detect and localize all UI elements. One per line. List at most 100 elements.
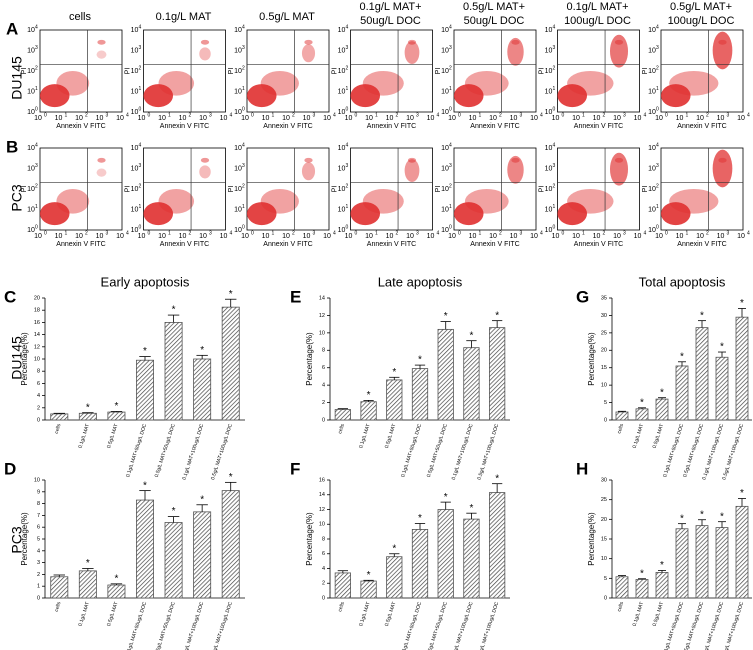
column-title: 100ug/L DOC [668, 15, 735, 27]
y-axis-label: Percentage(%) [305, 332, 314, 386]
x-tick-base: 10 [262, 233, 270, 240]
x-tick-exp: 3 [209, 112, 212, 118]
x-tick-exp: 3 [209, 230, 212, 236]
y-tick-exp: 0 [346, 106, 349, 112]
x-tick-label: 0.5g/L MAT [384, 601, 398, 627]
bar [411, 529, 429, 599]
x-tick-base: 10 [676, 115, 684, 122]
x-tick-base: 10 [96, 233, 104, 240]
x-tick-base: 10 [406, 233, 414, 240]
x-tick-exp: 4 [747, 112, 750, 118]
x-tick-base: 10 [469, 233, 477, 240]
significance-star: * [367, 390, 371, 401]
y-tick-label: 3 [37, 560, 40, 566]
cell-cloud [404, 41, 420, 65]
x-tick-exp: 2 [189, 112, 192, 118]
y-tick-base: 10 [648, 227, 656, 234]
cell-cloud [454, 202, 484, 226]
y-tick-label: 20 [601, 517, 607, 523]
x-tick-base: 10 [116, 233, 124, 240]
y-tick-exp: 4 [35, 24, 38, 30]
cell-cloud [661, 202, 691, 226]
y-tick-exp: 0 [656, 106, 659, 112]
panel-label: A [6, 19, 18, 38]
y-tick-exp: 3 [242, 45, 245, 51]
y-tick-label: 16 [319, 477, 325, 483]
y-tick-exp: 2 [35, 183, 38, 189]
y-tick-base: 10 [441, 68, 449, 75]
cell-cloud [661, 84, 691, 108]
x-tick-base: 10 [345, 233, 353, 240]
bar [107, 584, 126, 599]
bar [136, 359, 154, 421]
y-tick-base: 10 [441, 27, 449, 34]
x-tick-exp: 4 [644, 230, 647, 236]
x-tick-exp: 2 [85, 112, 88, 118]
x-tick-label: 0.1g/L MAT+100ug/L DOC [181, 423, 205, 481]
column-title: 0.1g/L MAT+ [359, 1, 421, 13]
x-tick-base: 10 [427, 233, 435, 240]
y-tick-exp: 2 [139, 65, 142, 71]
x-tick-base: 10 [345, 115, 353, 122]
y-tick-base: 10 [234, 165, 242, 172]
y-tick-base: 10 [545, 206, 553, 213]
y-tick-label: 6 [37, 381, 40, 387]
x-tick-exp: 0 [665, 112, 668, 118]
significance-star: * [469, 503, 473, 514]
y-tick-label: 6 [322, 551, 325, 557]
significance-star: * [229, 472, 233, 483]
y-tick-exp: 3 [656, 45, 659, 51]
significance-star: * [700, 310, 704, 321]
y-tick-base: 10 [545, 88, 553, 95]
x-tick-exp: 2 [499, 112, 502, 118]
y-tick-base: 10 [27, 27, 35, 34]
y-tick-exp: 1 [656, 204, 659, 210]
x-tick-exp: 1 [65, 230, 68, 236]
y-tick-exp: 2 [35, 65, 38, 71]
x-tick-exp: 1 [168, 112, 171, 118]
y-tick-exp: 1 [139, 86, 142, 92]
x-tick-base: 10 [572, 115, 580, 122]
x-tick-exp: 0 [562, 112, 565, 118]
x-tick-exp: 3 [313, 230, 316, 236]
chart-title: Early apoptosis [101, 274, 190, 289]
x-tick-base: 10 [116, 115, 124, 122]
significance-star: * [640, 397, 644, 408]
cell-cloud [567, 189, 614, 214]
x-tick-label: 0.1g/L MAT+100ug/L DOC [181, 601, 205, 650]
y-axis-label: PI [538, 68, 545, 75]
y-tick-base: 10 [234, 88, 242, 95]
x-tick-label: 0.5g/L MAT+100ug/L DOC [476, 423, 500, 481]
x-tick-exp: 4 [126, 112, 129, 118]
y-tick-exp: 4 [35, 142, 38, 148]
x-tick-exp: 2 [85, 230, 88, 236]
y-tick-base: 10 [131, 165, 139, 172]
x-tick-exp: 1 [375, 112, 378, 118]
cell-cloud [56, 189, 90, 214]
bar [489, 492, 506, 599]
significance-star: * [86, 402, 90, 413]
y-tick-label: 14 [319, 295, 325, 301]
x-tick-exp: 3 [416, 112, 419, 118]
x-axis-label: Annexin V FITC [677, 123, 726, 130]
column-title: 0.1g/L MAT [156, 11, 212, 23]
x-axis-label: Annexin V FITC [677, 241, 726, 248]
significance-star: * [700, 509, 704, 520]
cell-cloud [304, 39, 313, 45]
significance-star: * [418, 355, 422, 366]
y-tick-label: 2 [322, 400, 325, 406]
y-tick-exp: 1 [346, 204, 349, 210]
x-tick-exp: 1 [479, 112, 482, 118]
y-tick-exp: 3 [139, 45, 142, 51]
x-tick-base: 10 [593, 233, 601, 240]
x-tick-exp: 0 [148, 112, 151, 118]
x-tick-exp: 2 [706, 112, 709, 118]
y-axis-label: Percentage(%) [20, 512, 29, 566]
significance-star: * [392, 367, 396, 378]
x-tick-label: 0.1g/L MAT+50ug/L DOC [662, 423, 685, 478]
